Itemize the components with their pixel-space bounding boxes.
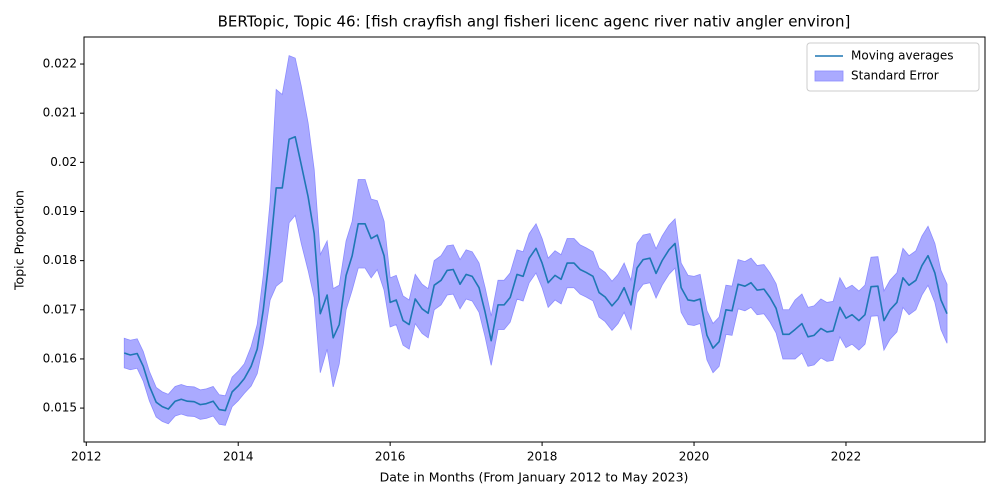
legend-label: Moving averages — [851, 49, 954, 63]
y-tick-label: 0.021 — [43, 106, 77, 120]
y-tick-label: 0.018 — [43, 253, 77, 267]
x-tick-label: 2020 — [679, 450, 710, 464]
x-tick-label: 2014 — [223, 450, 254, 464]
x-tick-label: 2016 — [375, 450, 406, 464]
legend-label: Standard Error — [851, 69, 939, 83]
x-tick-label: 2018 — [527, 450, 558, 464]
y-tick-label: 0.016 — [43, 351, 77, 365]
y-tick-label: 0.015 — [43, 401, 77, 415]
moving-average-line — [124, 135, 948, 412]
legend-box — [806, 42, 980, 92]
y-tick-label: 0.019 — [43, 204, 77, 218]
y-tick-label: 0.017 — [43, 302, 77, 316]
y-tick-label: 0.02 — [50, 155, 77, 169]
y-axis-label: Topic Proportion — [12, 190, 27, 291]
x-tick-label: 2022 — [831, 450, 862, 464]
plot-frame — [83, 36, 986, 443]
error-band — [123, 55, 948, 426]
x-tick-label: 2012 — [71, 450, 102, 464]
legend-patch — [814, 70, 844, 82]
chart-title: BERTopic, Topic 46: [fish crayfish angl … — [218, 13, 851, 31]
x-axis-label: Date in Months (From January 2012 to May… — [380, 470, 689, 485]
y-tick-label: 0.022 — [43, 57, 77, 71]
